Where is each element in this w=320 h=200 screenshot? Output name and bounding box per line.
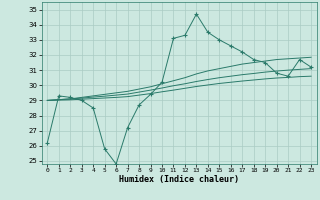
X-axis label: Humidex (Indice chaleur): Humidex (Indice chaleur) bbox=[119, 175, 239, 184]
